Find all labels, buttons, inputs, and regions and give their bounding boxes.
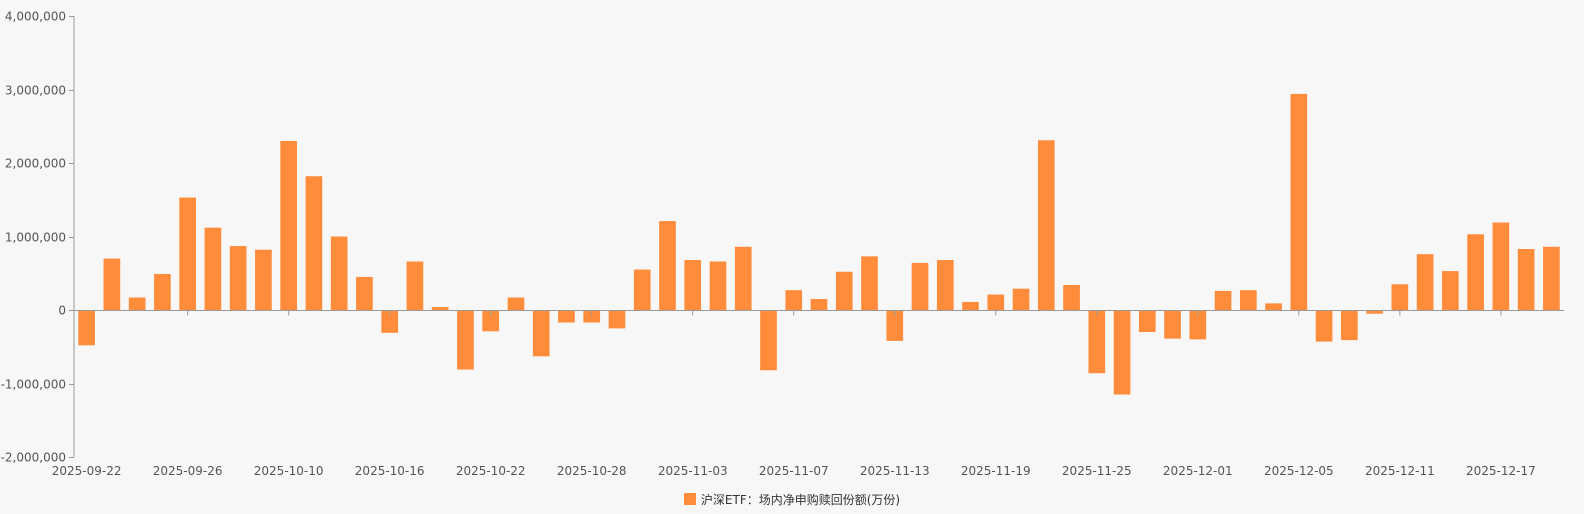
bar-2025-12-16[interactable]	[1467, 234, 1484, 310]
bar-2025-12-12[interactable]	[1416, 254, 1434, 310]
bar-2025-10-22[interactable]	[482, 310, 500, 332]
x-tick-label: 2025-10-10	[254, 464, 324, 478]
bar-2025-12-04[interactable]	[1265, 303, 1282, 310]
bar-2025-10-20[interactable]	[431, 307, 449, 310]
bar-2025-11-28[interactable]	[1164, 310, 1181, 339]
legend[interactable]: 沪深ETF：场内净申购赎回份额(万份)	[0, 490, 1584, 508]
bar-2025-10-27[interactable]	[558, 310, 575, 323]
bar-2025-09-25[interactable]	[154, 273, 171, 310]
bar-2025-10-21[interactable]	[457, 310, 474, 370]
bar-2025-11-18[interactable]	[962, 301, 979, 310]
bar-2025-09-29[interactable]	[204, 227, 222, 310]
bar-2025-10-13[interactable]	[305, 176, 323, 310]
x-tick-label: 2025-10-22	[456, 464, 526, 478]
bar-2025-11-26[interactable]	[1113, 310, 1131, 395]
bar-2025-09-26[interactable]	[179, 197, 196, 310]
bar-2025-10-17[interactable]	[406, 261, 424, 310]
bar-2025-12-10[interactable]	[1366, 310, 1383, 314]
bar-2025-09-22[interactable]	[78, 310, 95, 346]
y-tick-label: 4,000,000	[5, 10, 66, 24]
bar-2025-11-21[interactable]	[1037, 140, 1055, 310]
y-tick-label: 1,000,000	[5, 231, 66, 245]
x-tick-label: 2025-09-22	[52, 464, 122, 478]
x-tick-label: 2025-11-19	[961, 464, 1031, 478]
bars	[78, 93, 1560, 395]
bar-2025-10-10[interactable]	[280, 140, 297, 310]
x-tick-label: 2025-11-03	[658, 464, 728, 478]
x-tick-label: 2025-11-25	[1062, 464, 1132, 478]
bar-2025-12-15[interactable]	[1442, 271, 1459, 310]
bar-2025-10-31[interactable]	[659, 221, 676, 310]
bar-2025-11-06[interactable]	[760, 310, 777, 371]
bar-2025-11-19[interactable]	[987, 294, 1005, 310]
y-tick-label: 2,000,000	[5, 157, 66, 171]
legend-swatch	[683, 493, 696, 505]
bar-2025-11-13[interactable]	[886, 310, 904, 341]
bar-2025-10-09[interactable]	[255, 249, 272, 310]
bar-2025-10-16[interactable]	[381, 310, 399, 333]
bar-2025-12-01[interactable]	[1189, 310, 1207, 340]
bar-2025-11-04[interactable]	[709, 261, 727, 310]
bar-2025-12-18[interactable]	[1517, 249, 1535, 310]
bar-2025-11-14[interactable]	[911, 262, 929, 310]
legend-label: 沪深ETF：场内净申购赎回份额(万份)	[700, 492, 901, 507]
bar-2025-12-19[interactable]	[1543, 246, 1560, 310]
bar-2025-11-27[interactable]	[1138, 310, 1156, 333]
bar-2025-12-03[interactable]	[1239, 290, 1257, 310]
x-tick-label: 2025-11-13	[860, 464, 930, 478]
bar-2025-11-12[interactable]	[861, 256, 878, 310]
bar-2025-12-05[interactable]	[1290, 93, 1308, 310]
bar-2025-11-10[interactable]	[810, 298, 828, 310]
bar-2025-11-05[interactable]	[734, 246, 752, 310]
x-tick-label: 2025-12-17	[1466, 464, 1536, 478]
x-tick-label: 2025-09-26	[153, 464, 223, 478]
y-tick-label: 3,000,000	[5, 84, 66, 98]
bar-2025-11-25[interactable]	[1088, 310, 1106, 374]
x-tick-label: 2025-12-11	[1365, 464, 1435, 478]
bar-2025-10-24[interactable]	[532, 310, 550, 357]
bar-2025-12-11[interactable]	[1391, 284, 1409, 310]
bar-2025-10-30[interactable]	[633, 269, 651, 310]
y-tick-label: 0	[58, 304, 66, 318]
x-tick-label: 2025-12-01	[1163, 464, 1233, 478]
bar-2025-12-09[interactable]	[1341, 310, 1358, 341]
bar-2025-12-08[interactable]	[1315, 310, 1333, 342]
bar-2025-11-20[interactable]	[1012, 288, 1030, 310]
bar-2025-09-23[interactable]	[103, 258, 121, 310]
bar-2025-11-03[interactable]	[684, 260, 702, 310]
bar-2025-09-30[interactable]	[229, 246, 247, 310]
bar-2025-11-07[interactable]	[785, 290, 803, 310]
bar-2025-10-14[interactable]	[330, 236, 348, 311]
bar-2025-10-23[interactable]	[507, 297, 525, 311]
bar-2025-12-02[interactable]	[1214, 290, 1232, 310]
bar-2025-10-29[interactable]	[608, 310, 626, 329]
x-tick-label: 2025-12-05	[1264, 464, 1334, 478]
bar-2025-10-15[interactable]	[356, 276, 373, 310]
bar-chart: 4,000,000 3,000,000 2,000,000 1,000,000 0 -1,…	[1, 10, 1564, 478]
bar-2025-10-28[interactable]	[583, 310, 601, 323]
y-tick-label: -2,000,000	[1, 451, 66, 465]
bar-2025-09-24[interactable]	[128, 297, 146, 311]
x-tick-label: 2025-11-07	[759, 464, 829, 478]
bar-2025-11-11[interactable]	[835, 271, 853, 310]
bar-2025-12-17[interactable]	[1492, 222, 1510, 310]
x-axis: 2025-09-22 2025-09-26 2025-10-10 2025-10-16…	[52, 310, 1564, 478]
x-tick-label: 2025-10-16	[355, 464, 425, 478]
bar-2025-11-24[interactable]	[1063, 285, 1080, 310]
y-tick-label: -1,000,000	[1, 378, 66, 392]
y-axis: 4,000,000 3,000,000 2,000,000 1,000,000 0 -1,…	[1, 10, 75, 465]
x-tick-label: 2025-10-28	[557, 464, 627, 478]
bar-2025-11-17[interactable]	[936, 260, 954, 310]
